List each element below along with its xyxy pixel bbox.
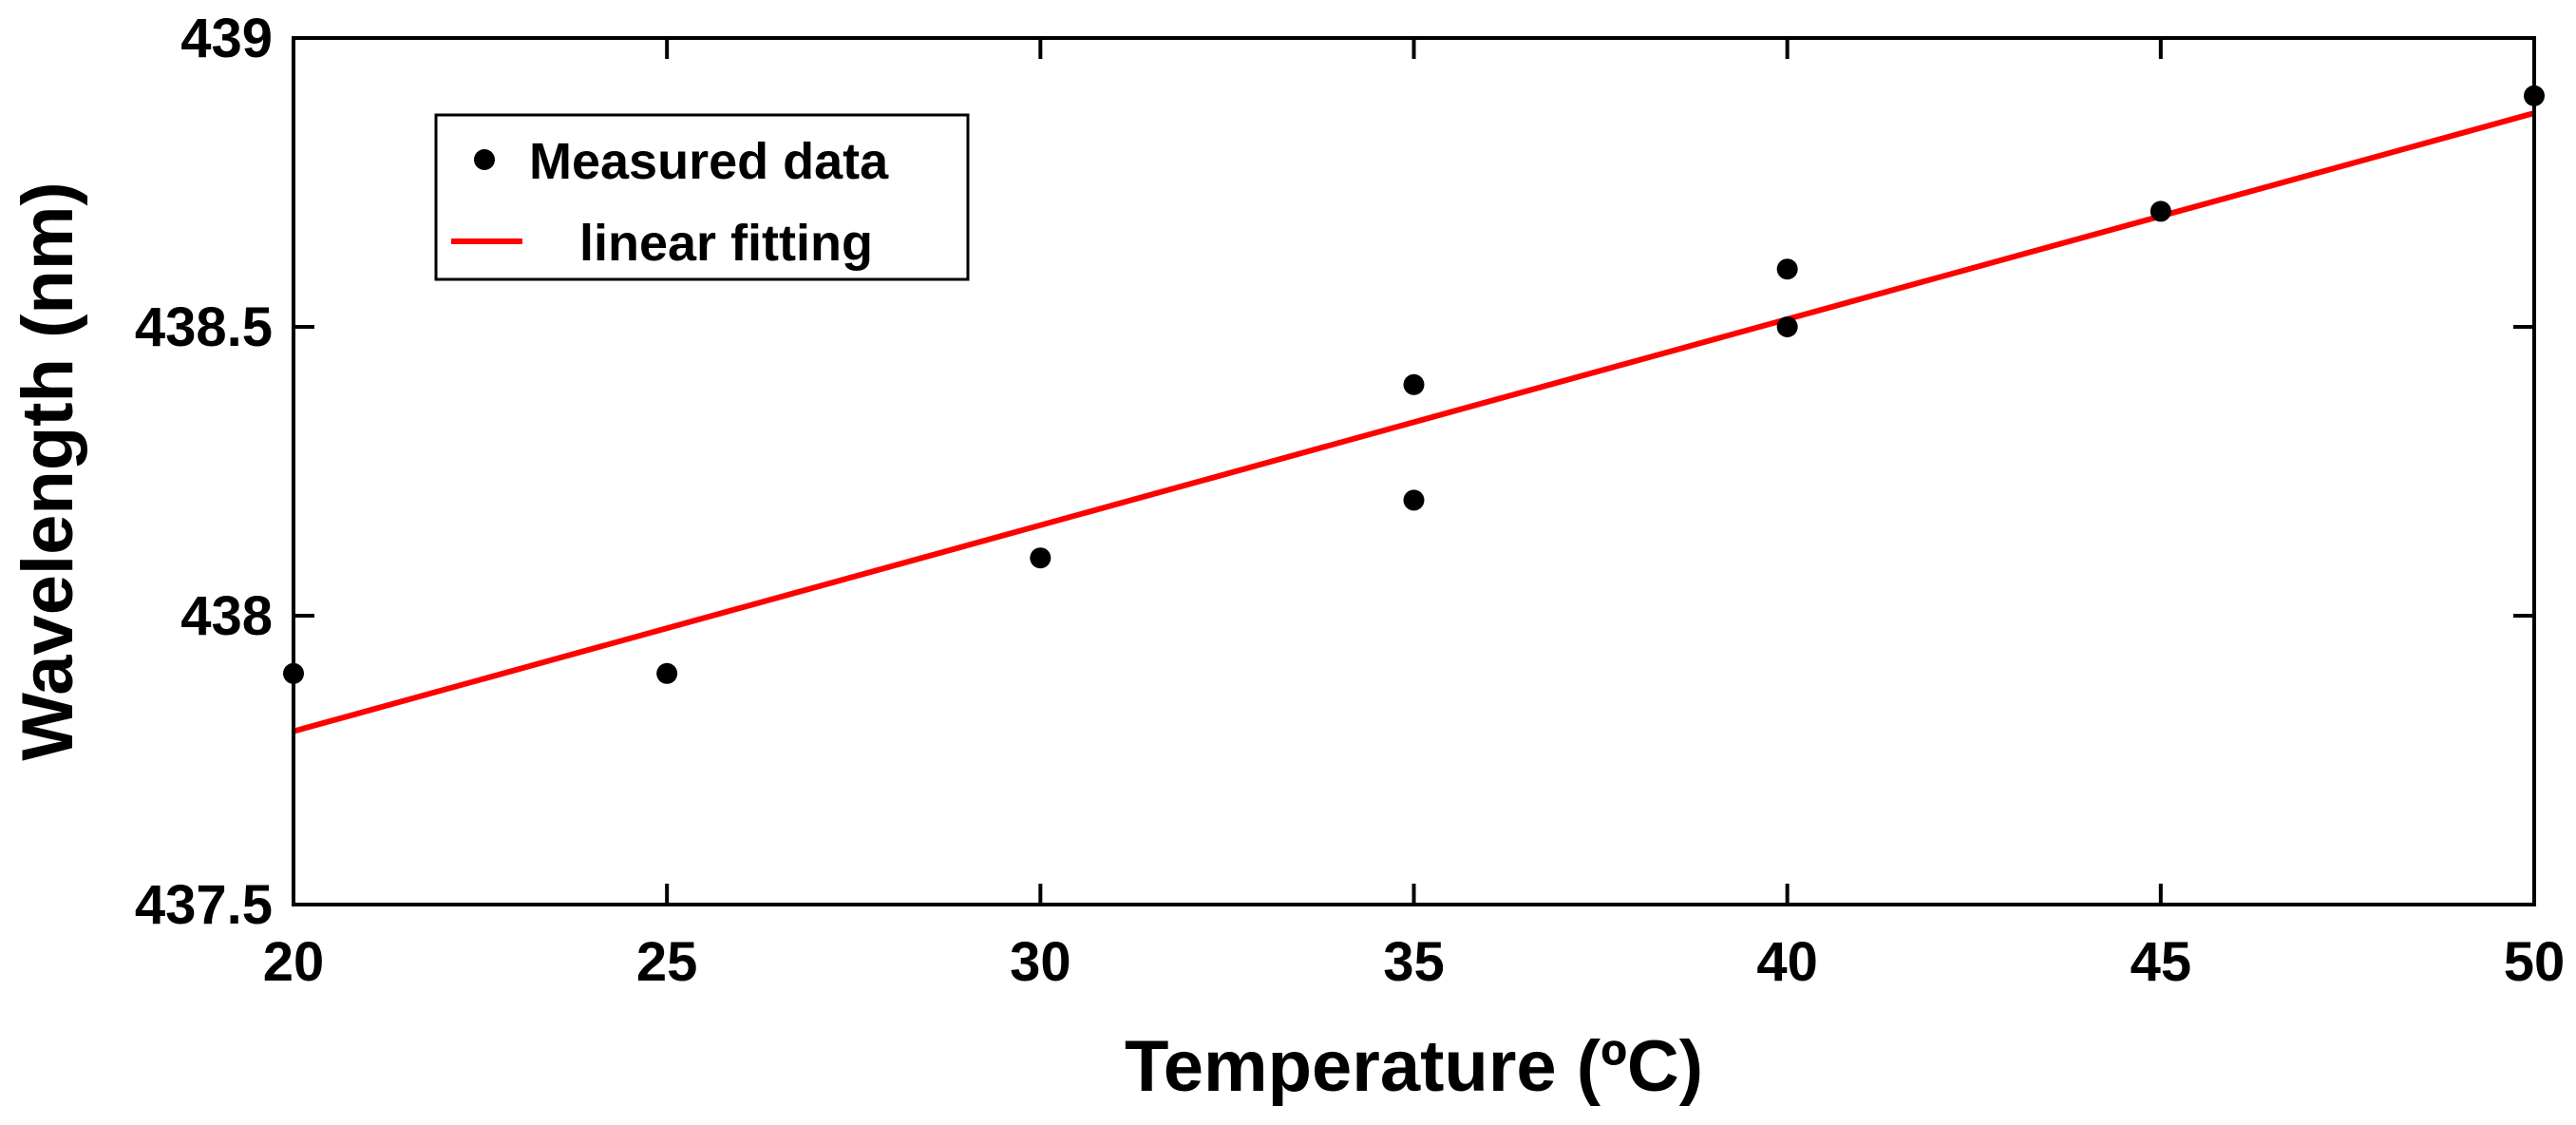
y-tick-label: 438.5 [135,296,273,358]
y-tick-label: 437.5 [135,874,273,936]
data-point [1403,373,1425,395]
x-tick-label: 25 [636,931,698,993]
y-tick-label: 438 [180,585,273,647]
data-point [2150,200,2171,222]
y-axis-title: Wavelength (nm) [8,181,88,760]
data-point [1776,258,1798,280]
x-tick-label: 40 [1756,931,1818,993]
axis-ticks: 20 25 30 35 40 45 50 437.5 438 438.5 439 [135,8,2565,993]
x-tick-label: 45 [2131,931,2192,993]
legend-marker-measured-data [474,149,495,170]
data-point [1030,547,1051,569]
data-point [1403,489,1425,511]
data-point [656,662,678,684]
x-tick-label: 20 [263,931,325,993]
x-tick-label: 30 [1010,931,1071,993]
legend-label-linear-fitting: linear fitting [579,215,873,272]
legend-label-measured-data: Measured data [529,133,889,190]
legend: Measured data linear fitting [434,113,970,281]
x-tick-label: 50 [2504,931,2566,993]
legend-box [434,113,970,281]
data-point [1776,316,1798,337]
y-tick-label: 439 [180,8,273,69]
x-axis-title: Temperature (ºC) [1125,1026,1703,1107]
x-tick-label: 35 [1383,931,1445,993]
